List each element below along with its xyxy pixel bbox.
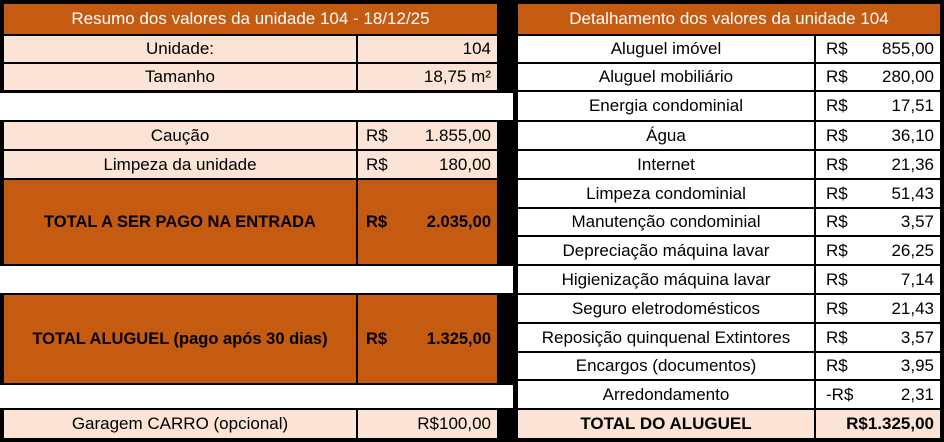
unidade-value: 104 <box>358 36 497 62</box>
total-aluguel-value: 1.325,00 <box>426 329 491 348</box>
detail-currency: R$ <box>826 125 848 145</box>
detail-currency: R$ <box>826 39 848 58</box>
detail-value: 855,00 <box>882 39 934 58</box>
caucao-label: Caução <box>4 122 356 149</box>
detail-label-seguro-eletrodomesticos: Seguro eletrodomésticos <box>518 295 814 322</box>
detail-currency: R$ <box>826 298 848 318</box>
detail-label-agua: Água <box>518 122 814 149</box>
total-entrada-amount: R$ 2.035,00 <box>358 180 497 264</box>
detail-value: 17,51 <box>891 96 934 115</box>
total-entrada-value: 2.035,00 <box>426 212 491 231</box>
detail-label-energia-condominial: Energia condominial <box>518 92 814 120</box>
tamanho-label: Tamanho <box>4 64 356 90</box>
detail-amount-arredondamento: -R$ 2,31 <box>816 381 940 408</box>
detail-amount-reposicao-extintores: R$ 3,57 <box>816 324 940 351</box>
detail-currency: R$ <box>826 154 848 174</box>
limpeza-currency: R$ <box>366 154 388 174</box>
detail-value: 3,57 <box>900 212 934 231</box>
detail-label-manutencao-condominial: Manutenção condominial <box>518 209 814 235</box>
limpeza-value: 180,00 <box>439 154 491 174</box>
detail-currency: R$ <box>826 183 848 203</box>
detail-currency: R$ <box>826 96 848 115</box>
total-do-aluguel-value: R$1.325,00 <box>816 410 940 438</box>
total-aluguel-amount: R$ 1.325,00 <box>358 295 497 383</box>
detail-amount-aluguel-imovel: R$ 855,00 <box>816 36 940 62</box>
tamanho-value: 18,75 m² <box>358 64 497 90</box>
garagem-value: R$100,00 <box>358 410 497 438</box>
detail-value: 2,31 <box>900 384 934 404</box>
detail-label-depreciacao-maquina-lavar: Depreciação máquina lavar <box>518 237 814 264</box>
detail-label-arredondamento: Arredondamento <box>518 381 814 408</box>
left-header: Resumo dos valores da unidade 104 - 18/1… <box>4 4 497 34</box>
caucao-value: 1.855,00 <box>424 125 491 145</box>
unidade-label: Unidade: <box>4 36 356 62</box>
spacer-row-3 <box>0 385 513 408</box>
total-entrada-label: TOTAL A SER PAGO NA ENTRADA <box>4 180 356 264</box>
detail-value: 51,43 <box>891 183 934 203</box>
detail-amount-agua: R$ 36,10 <box>816 122 940 149</box>
detail-currency: R$ <box>826 356 848 375</box>
detail-label-internet: Internet <box>518 151 814 178</box>
detail-amount-internet: R$ 21,36 <box>816 151 940 178</box>
garagem-label: Garagem CARRO (opcional) <box>4 410 356 438</box>
detail-amount-encargos-documentos: R$ 3,95 <box>816 353 940 379</box>
detail-value: 21,36 <box>891 154 934 174</box>
detail-value: 3,57 <box>900 327 934 347</box>
detail-currency: -R$ <box>826 384 854 404</box>
detail-value: 26,25 <box>891 240 934 260</box>
detail-currency: R$ <box>826 327 848 347</box>
detail-currency: R$ <box>826 269 848 289</box>
total-entrada-currency: R$ <box>366 212 388 231</box>
detail-amount-seguro-eletrodomesticos: R$ 21,43 <box>816 295 940 322</box>
detail-currency: R$ <box>826 240 848 260</box>
detail-currency: R$ <box>826 67 848 86</box>
limpeza-amount: R$ 180,00 <box>358 151 497 178</box>
detail-label-higienizacao-maquina-lavar: Higienização máquina lavar <box>518 266 814 293</box>
detail-amount-energia-condominial: R$ 17,51 <box>816 92 940 120</box>
detail-value: 21,43 <box>891 298 934 318</box>
detail-label-limpeza-condominial: Limpeza condominial <box>518 180 814 207</box>
detail-currency: R$ <box>826 212 848 231</box>
detail-amount-depreciacao-maquina-lavar: R$ 26,25 <box>816 237 940 264</box>
detail-label-reposicao-extintores: Reposição quinquenal Extintores <box>518 324 814 351</box>
total-aluguel-label: TOTAL ALUGUEL (pago após 30 dias) <box>4 295 356 383</box>
limpeza-label: Limpeza da unidade <box>4 151 356 178</box>
detail-value: 3,95 <box>900 356 934 375</box>
detail-amount-limpeza-condominial: R$ 51,43 <box>816 180 940 207</box>
detail-value: 280,00 <box>882 67 934 86</box>
detail-value: 36,10 <box>891 125 934 145</box>
detail-amount-aluguel-mobiliario: R$ 280,00 <box>816 64 940 90</box>
detail-value: 7,14 <box>900 269 934 289</box>
total-do-aluguel-label: TOTAL DO ALUGUEL <box>518 410 814 438</box>
total-aluguel-currency: R$ <box>366 329 388 348</box>
detail-amount-higienizacao-maquina-lavar: R$ 7,14 <box>816 266 940 293</box>
detail-label-aluguel-imovel: Aluguel imóvel <box>518 36 814 62</box>
spacer-row-1 <box>0 93 513 120</box>
caucao-currency: R$ <box>366 125 388 145</box>
detail-amount-manutencao-condominial: R$ 3,57 <box>816 209 940 235</box>
detail-label-encargos-documentos: Encargos (documentos) <box>518 353 814 379</box>
detail-label-aluguel-mobiliario: Aluguel mobiliário <box>518 64 814 90</box>
right-header: Detalhamento dos valores da unidade 104 <box>518 4 940 34</box>
caucao-amount: R$ 1.855,00 <box>358 122 497 149</box>
spacer-row-2 <box>0 266 513 293</box>
